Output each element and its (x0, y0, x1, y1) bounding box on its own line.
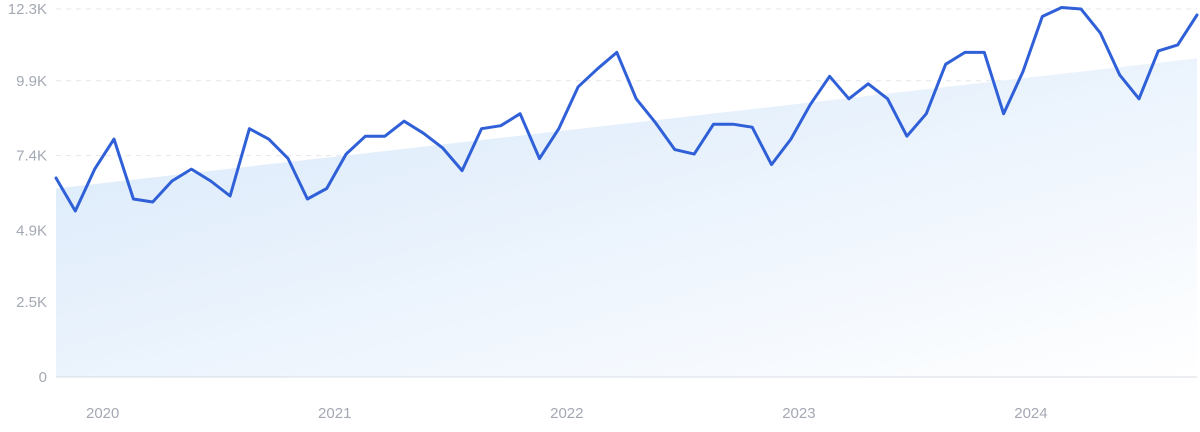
y-tick-label: 12.3K (8, 1, 47, 18)
y-tick-label: 4.9K (16, 222, 47, 239)
series-line (54, 6, 1199, 213)
y-tick-label: 0 (39, 369, 47, 386)
trend-fill (56, 58, 1197, 378)
series-lines (54, 6, 1199, 213)
y-tick-label: 9.9K (16, 73, 47, 90)
y-axis-tick-labels: 0 2.5K 4.9K 7.4K 9.9K 12.3K (8, 1, 47, 386)
trend-area (56, 58, 1197, 378)
y-tick-label: 7.4K (16, 148, 47, 165)
x-tick-label: 2022 (550, 405, 583, 422)
x-tick-label: 2024 (1014, 405, 1047, 422)
x-tick-label: 2021 (318, 405, 351, 422)
x-tick-label: 2023 (782, 405, 815, 422)
x-tick-label: 2020 (86, 405, 119, 422)
x-axis-tick-labels: 2020 2021 2022 2023 2024 (86, 405, 1048, 422)
y-tick-label: 2.5K (16, 294, 47, 311)
